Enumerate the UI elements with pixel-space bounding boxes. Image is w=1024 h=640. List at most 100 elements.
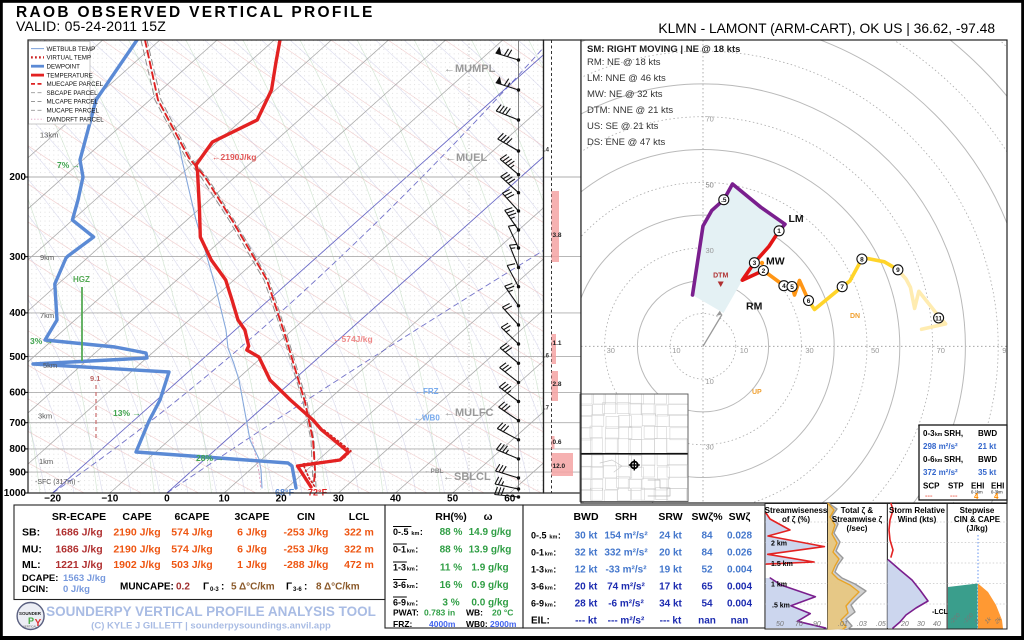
svg-text:4: 4 [974, 492, 979, 501]
svg-text:6 J/kg: 6 J/kg [237, 527, 267, 539]
svg-text:SR-ECAPE: SR-ECAPE [52, 511, 106, 523]
svg-text:0-3: 0-3 [923, 429, 935, 438]
svg-text:4000m: 4000m [429, 619, 456, 629]
svg-text:-LCL: -LCL [932, 609, 949, 616]
svg-text::: : [415, 580, 418, 590]
svg-text:0.004: 0.004 [727, 565, 752, 576]
svg-text:.05: .05 [876, 621, 886, 628]
svg-text:←FRZ: ←FRZ [415, 387, 439, 396]
svg-text:1k: 1k [984, 616, 993, 625]
svg-text:LCL: LCL [349, 511, 370, 523]
svg-text:←SBLCL: ←SBLCL [443, 471, 491, 483]
svg-text:0-1km: 0-1km [971, 490, 983, 495]
svg-text:DTM: NNE @ 21 kts: DTM: NNE @ 21 kts [587, 105, 673, 116]
svg-text:0.2: 0.2 [176, 582, 190, 593]
svg-text::: : [553, 599, 556, 609]
svg-text:30: 30 [917, 621, 925, 628]
svg-text:74 m²/s²: 74 m²/s² [607, 582, 645, 593]
svg-text:MW: MW [766, 256, 785, 268]
svg-text:2k: 2k [993, 616, 1003, 626]
svg-text:1 km: 1 km [771, 582, 787, 589]
svg-text:574 J/kg: 574 J/kg [171, 544, 212, 556]
svg-text:24 kt: 24 kt [659, 531, 682, 542]
svg-text:0-1: 0-1 [531, 548, 544, 558]
svg-text:nan: nan [731, 616, 749, 627]
svg-text::: : [553, 565, 556, 575]
svg-text:30: 30 [805, 346, 813, 355]
svg-text:50: 50 [447, 494, 459, 505]
svg-text:0.9 g/kg: 0.9 g/kg [471, 580, 508, 591]
svg-text:←MULFC: ←MULFC [444, 407, 494, 419]
svg-text:0.028: 0.028 [727, 531, 752, 542]
svg-text:6CAPE: 6CAPE [174, 511, 209, 523]
svg-text:30 kt: 30 kt [575, 531, 598, 542]
svg-text:km: km [407, 549, 415, 555]
svg-text:6-9: 6-9 [531, 599, 544, 609]
svg-text:2190 J/kg: 2190 J/kg [113, 527, 160, 539]
svg-text::: : [415, 545, 418, 555]
svg-text:900: 900 [9, 467, 26, 478]
svg-text:--- m²/s²: --- m²/s² [608, 616, 645, 627]
svg-text:50: 50 [871, 346, 879, 355]
svg-text:10: 10 [706, 377, 714, 386]
svg-text:0-1: 0-1 [393, 545, 406, 555]
svg-text:6-9: 6-9 [393, 598, 406, 608]
svg-text:3km: 3km [38, 412, 52, 421]
svg-text:3 %: 3 % [442, 598, 459, 609]
svg-text:30: 30 [333, 494, 345, 505]
svg-text:BWD: BWD [978, 455, 997, 464]
svg-text:MW: NE @ 32 kts: MW: NE @ 32 kts [587, 89, 663, 100]
svg-text:40: 40 [390, 494, 402, 505]
svg-text:km: km [407, 584, 415, 590]
svg-text:20: 20 [276, 494, 288, 505]
svg-text:RM: RM [746, 301, 763, 313]
svg-text:9.1: 9.1 [90, 374, 100, 383]
svg-text:-SFC (317m) -: -SFC (317m) - [35, 479, 80, 486]
svg-text:Streamwise ζ: Streamwise ζ [832, 515, 883, 524]
svg-text:1-3: 1-3 [531, 565, 544, 575]
svg-text:km: km [411, 531, 419, 537]
svg-text:2: 2 [762, 268, 766, 275]
svg-text:1 J/kg: 1 J/kg [237, 559, 267, 571]
svg-text:.5: .5 [721, 197, 727, 204]
svg-text:km: km [549, 535, 557, 541]
svg-text:28 kt: 28 kt [575, 599, 598, 610]
svg-text:STP: STP [948, 482, 964, 491]
svg-text:0.783 in: 0.783 in [424, 608, 455, 618]
svg-text:0 J/kg: 0 J/kg [63, 584, 90, 595]
svg-text:SWζ%: SWζ% [691, 511, 723, 523]
svg-text:EHI: EHI [971, 482, 984, 491]
svg-text:0.6: 0.6 [553, 439, 562, 446]
svg-text:21 kt: 21 kt [978, 442, 997, 451]
svg-text:HGZ: HGZ [73, 275, 90, 284]
svg-text:14.9 g/kg: 14.9 g/kg [469, 527, 512, 538]
svg-text:0-6: 0-6 [923, 455, 935, 464]
svg-text:km: km [407, 567, 415, 573]
svg-text:TEMPERATURE: TEMPERATURE [47, 72, 93, 79]
svg-text:5: 5 [790, 284, 794, 291]
svg-text:ω: ω [484, 511, 493, 523]
svg-text:(J/kg): (J/kg) [966, 524, 988, 533]
svg-text:RAOB OBSERVED VERTICAL PROFILE: RAOB OBSERVED VERTICAL PROFILE [16, 4, 375, 21]
svg-text:11: 11 [935, 315, 942, 322]
svg-text:.01: .01 [838, 621, 848, 628]
svg-text:30: 30 [706, 443, 714, 452]
svg-text:UP: UP [752, 389, 762, 396]
svg-text:FRZ:: FRZ: [393, 619, 413, 629]
svg-text:km: km [545, 569, 553, 575]
svg-text:13.9 g/kg: 13.9 g/kg [469, 545, 512, 556]
svg-text:19 kt: 19 kt [659, 565, 682, 576]
svg-text:SOUNDER: SOUNDER [19, 611, 42, 616]
svg-text:KLMN - LAMONT (ARM-CART), OK U: KLMN - LAMONT (ARM-CART), OK US | 36.62,… [658, 21, 995, 36]
svg-text:12.0: 12.0 [553, 463, 566, 470]
svg-text:km: km [545, 552, 553, 558]
svg-text:3: 3 [753, 260, 757, 267]
svg-text:CIN: CIN [297, 511, 315, 523]
svg-text:20 °C: 20 °C [492, 608, 513, 618]
svg-text:154 m²/s²: 154 m²/s² [604, 531, 648, 542]
svg-text:Streamwiseness: Streamwiseness [765, 506, 828, 515]
svg-text:50: 50 [706, 180, 714, 189]
svg-text:7% →: 7% → [57, 160, 80, 170]
svg-text:0-3: 0-3 [210, 587, 219, 593]
svg-text:3-6: 3-6 [393, 580, 406, 590]
